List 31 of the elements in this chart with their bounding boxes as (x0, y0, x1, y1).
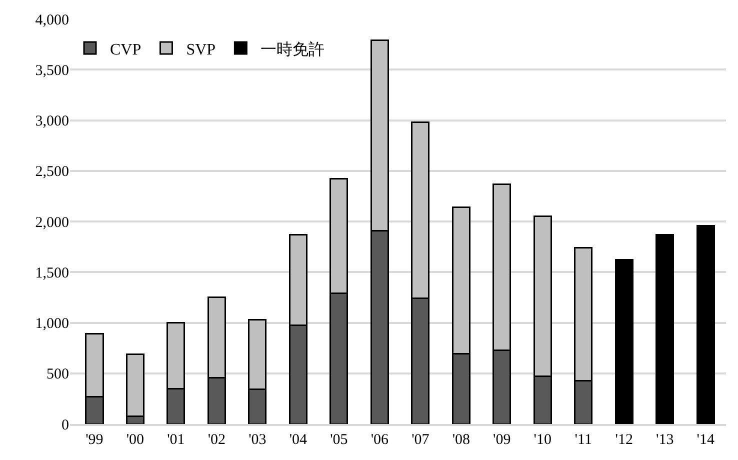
x-tick-label: '04 (289, 432, 308, 448)
y-tick-label: 3,000 (35, 114, 69, 130)
y-tick-label: 1,500 (35, 265, 69, 282)
bar (696, 224, 715, 424)
y-tick-label: 3,500 (35, 62, 69, 79)
x-tick-label: '09 (493, 432, 511, 448)
x-tick-label: '13 (656, 432, 674, 448)
bar (614, 259, 634, 424)
x-tick-label: '01 (167, 432, 185, 448)
x-tick-label: '02 (208, 432, 226, 448)
x-tick-label: '05 (330, 432, 348, 448)
x-tick-label: '06 (370, 432, 390, 448)
bar (656, 234, 674, 424)
y-tick-label: 2,000 (35, 214, 69, 231)
y-tick-label: 500 (46, 366, 69, 383)
legend-label: CVP (110, 41, 142, 58)
y-tick-label: 2,500 (35, 164, 69, 180)
x-tick-label: '10 (534, 432, 552, 448)
legend-label: 一時免許 (260, 40, 325, 58)
y-tick-label: 1,000 (35, 316, 69, 332)
x-tick-label: '08 (452, 432, 470, 448)
x-tick-label: '12 (615, 432, 633, 448)
x-tick-label: '07 (412, 432, 430, 448)
x-tick-label: '11 (574, 432, 592, 448)
y-tick-label: 0 (62, 417, 69, 434)
y-tick-label: 4,000 (35, 12, 69, 28)
x-tick-label: '14 (696, 432, 715, 448)
x-tick-label: '00 (126, 432, 144, 448)
legend-label: SVP (186, 41, 216, 58)
x-tick-label: '03 (248, 432, 266, 448)
x-tick-label: '99 (86, 432, 104, 448)
